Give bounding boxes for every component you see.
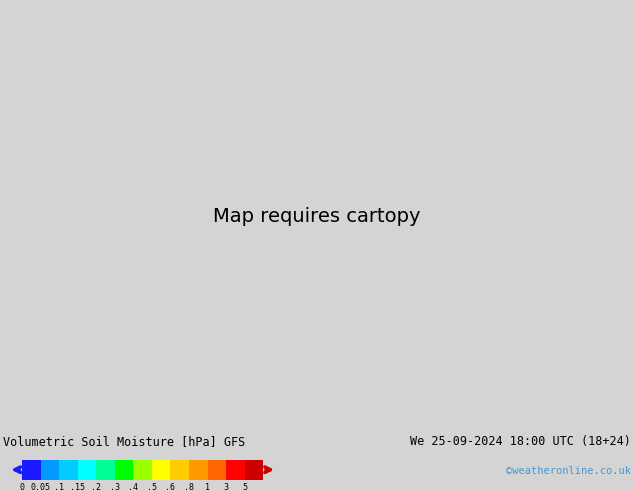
Text: 1: 1 <box>205 483 210 490</box>
Text: .3: .3 <box>110 483 120 490</box>
Text: 5: 5 <box>242 483 247 490</box>
Bar <box>78 460 96 480</box>
Text: .4: .4 <box>128 483 138 490</box>
Text: .2: .2 <box>91 483 101 490</box>
Bar <box>96 460 115 480</box>
Bar <box>245 460 263 480</box>
Bar <box>207 460 226 480</box>
Bar <box>22 460 41 480</box>
Text: Map requires cartopy: Map requires cartopy <box>213 207 421 226</box>
Text: 0: 0 <box>20 483 25 490</box>
Text: .15: .15 <box>70 483 86 490</box>
Bar <box>59 460 78 480</box>
Text: .6: .6 <box>165 483 176 490</box>
Text: We 25-09-2024 18:00 UTC (18+24): We 25-09-2024 18:00 UTC (18+24) <box>410 435 631 448</box>
Text: .1: .1 <box>55 483 64 490</box>
Bar <box>133 460 152 480</box>
Bar <box>171 460 189 480</box>
Text: 3: 3 <box>224 483 228 490</box>
Bar <box>189 460 207 480</box>
Text: Volumetric Soil Moisture [hPa] GFS: Volumetric Soil Moisture [hPa] GFS <box>3 435 245 448</box>
Bar <box>41 460 59 480</box>
Bar <box>152 460 171 480</box>
Bar <box>115 460 133 480</box>
Text: .8: .8 <box>184 483 194 490</box>
Text: ©weatheronline.co.uk: ©weatheronline.co.uk <box>506 466 631 476</box>
Text: .5: .5 <box>147 483 157 490</box>
Text: 0.05: 0.05 <box>30 483 51 490</box>
Bar <box>226 460 245 480</box>
